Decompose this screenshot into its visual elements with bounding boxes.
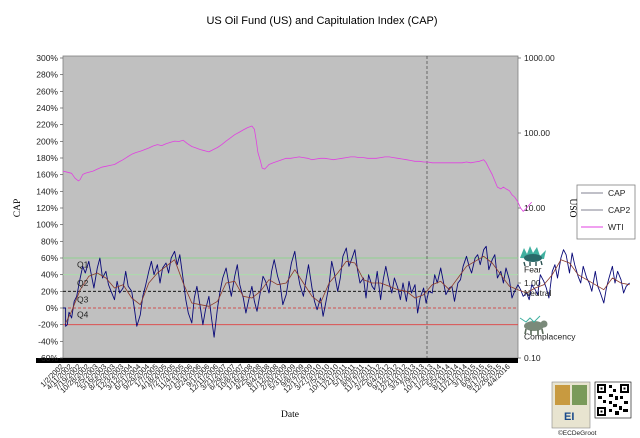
left-axis-ticks: 300% 280% 260% 240% 220% 200% 180% 160% 140% 120%… xyxy=(36,53,63,363)
quartile-label: Q4 xyxy=(77,310,89,320)
right-tick-label: 1.00 xyxy=(524,278,541,288)
zone-label: Neutral xyxy=(524,288,552,298)
chart-title: US Oil Fund (US) and Capitulation Index … xyxy=(206,15,437,27)
left-tick-label: 60% xyxy=(41,253,58,263)
quartile-label: Q1 xyxy=(77,260,89,270)
series-line-cap2 xyxy=(65,255,630,324)
left-tick-label: 100% xyxy=(36,220,58,230)
right-axis-ticks: 1000.00 100.00 10.00 1.00 0.10 xyxy=(518,53,555,363)
right-tick-label: 1000.00 xyxy=(524,53,555,63)
left-tick-label: 120% xyxy=(36,203,58,213)
legend-box xyxy=(576,184,636,240)
quartile-labels: Q1 Q2 Q3 Q4 xyxy=(77,260,89,320)
y-axis-label-left: CAP xyxy=(13,199,23,217)
left-tick-label: 180% xyxy=(36,153,58,163)
right-tick-label: 100.00 xyxy=(524,128,550,138)
quartile-label: Q3 xyxy=(77,295,89,305)
left-tick-label: 260% xyxy=(36,86,58,96)
x-axis-ticks: 1/2/20024/11/20027/19/200210/28/20022/5/… xyxy=(38,362,511,395)
qr-code-icon xyxy=(594,381,632,419)
reference-lines xyxy=(63,56,518,358)
legend-label-cap: CAP xyxy=(608,188,626,198)
left-tick-label: 240% xyxy=(36,103,58,113)
logo-badge: EI xyxy=(551,381,591,429)
left-tick-label: 200% xyxy=(36,136,58,146)
left-tick-label: 280% xyxy=(36,70,58,80)
credit-text: ©ECDeGroot xyxy=(558,429,597,437)
y-axis-label-right: USO xyxy=(567,198,577,217)
badge-text: EI xyxy=(564,411,574,423)
right-tick-label: 0.10 xyxy=(524,353,541,363)
zone-labels: Fear Neutral Complacency xyxy=(524,265,576,342)
left-tick-label: -20% xyxy=(38,320,58,330)
left-tick-label: 140% xyxy=(36,186,58,196)
left-tick-label: 0% xyxy=(46,303,59,313)
left-tick-label: 40% xyxy=(41,270,58,280)
left-tick-label: 220% xyxy=(36,120,58,130)
x-axis-label: Date xyxy=(281,410,299,420)
x-axis-band xyxy=(36,358,518,363)
zone-label: Complacency xyxy=(524,331,576,341)
plot-area xyxy=(62,55,519,359)
left-tick-label: 20% xyxy=(41,286,58,296)
left-tick-label: -40% xyxy=(38,336,58,346)
left-tick-label: -60% xyxy=(38,353,58,363)
bear-icon xyxy=(519,315,548,335)
quartile-label: Q2 xyxy=(77,278,89,288)
left-tick-label: 80% xyxy=(41,236,58,246)
legend-label-cap2: CAP2 xyxy=(608,205,630,215)
series-layer xyxy=(62,125,630,338)
left-tick-label: 160% xyxy=(36,170,58,180)
left-tick-label: 300% xyxy=(36,53,58,63)
bull-icon xyxy=(520,246,546,267)
right-tick-label: 10.00 xyxy=(524,203,546,213)
zone-label: Fear xyxy=(524,265,542,275)
legend-label-wti: WTI xyxy=(608,222,624,232)
series-line-cap xyxy=(63,245,630,338)
legend: CAP CAP2 WTI xyxy=(576,184,636,240)
series-line-wti xyxy=(62,125,532,212)
